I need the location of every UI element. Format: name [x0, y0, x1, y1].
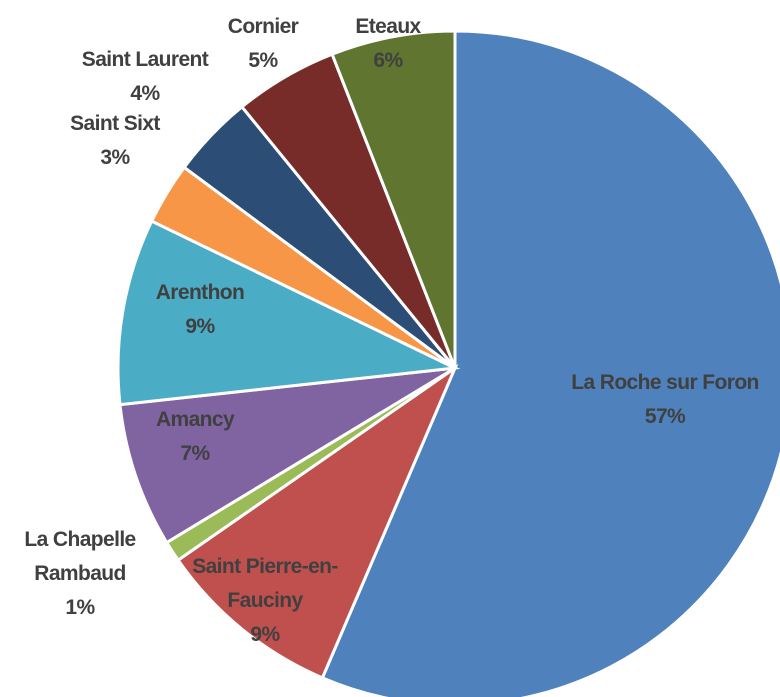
category-label: La Roche sur Foron — [571, 371, 759, 394]
category-label: La Chapelle Rambaud — [24, 528, 136, 585]
slice-label: Amancy 7% — [135, 403, 255, 471]
slice-label: Saint Laurent 4% — [55, 43, 235, 111]
slice-label: Eteaux 6% — [338, 10, 438, 78]
slice-label: Saint Sixt 3% — [50, 107, 180, 175]
slice-label: La Chapelle Rambaud 1% — [5, 523, 155, 625]
pie-slice — [176, 363, 459, 680]
category-label: Saint Laurent — [81, 48, 209, 71]
pie-slice — [118, 366, 456, 545]
slice-label: Arenthon 9% — [135, 276, 265, 344]
slice-label: La Roche sur Foron 57% — [545, 366, 780, 434]
category-label: Eteaux — [355, 15, 421, 38]
value-label: 9% — [185, 315, 215, 338]
category-label: Amancy — [155, 408, 235, 431]
value-label: 4% — [130, 82, 160, 105]
pie-slice — [320, 29, 780, 697]
value-label: 6% — [373, 49, 403, 72]
category-label: Saint Pierre-en-Fauciny — [192, 555, 338, 612]
category-label: Cornier — [227, 15, 299, 38]
value-label: 57% — [644, 405, 686, 428]
pie-slice — [330, 29, 457, 369]
value-label: 7% — [180, 442, 210, 465]
slice-label: Saint Pierre-en-Fauciny 9% — [165, 550, 365, 652]
category-label: Arenthon — [155, 281, 245, 304]
value-label: 3% — [100, 146, 130, 169]
value-label: 5% — [248, 49, 278, 72]
pie-slice — [116, 219, 461, 407]
category-label: Saint Sixt — [70, 112, 160, 135]
slice-label: Cornier 5% — [213, 10, 313, 78]
value-label: 9% — [250, 623, 280, 646]
value-label: 1% — [65, 596, 95, 619]
